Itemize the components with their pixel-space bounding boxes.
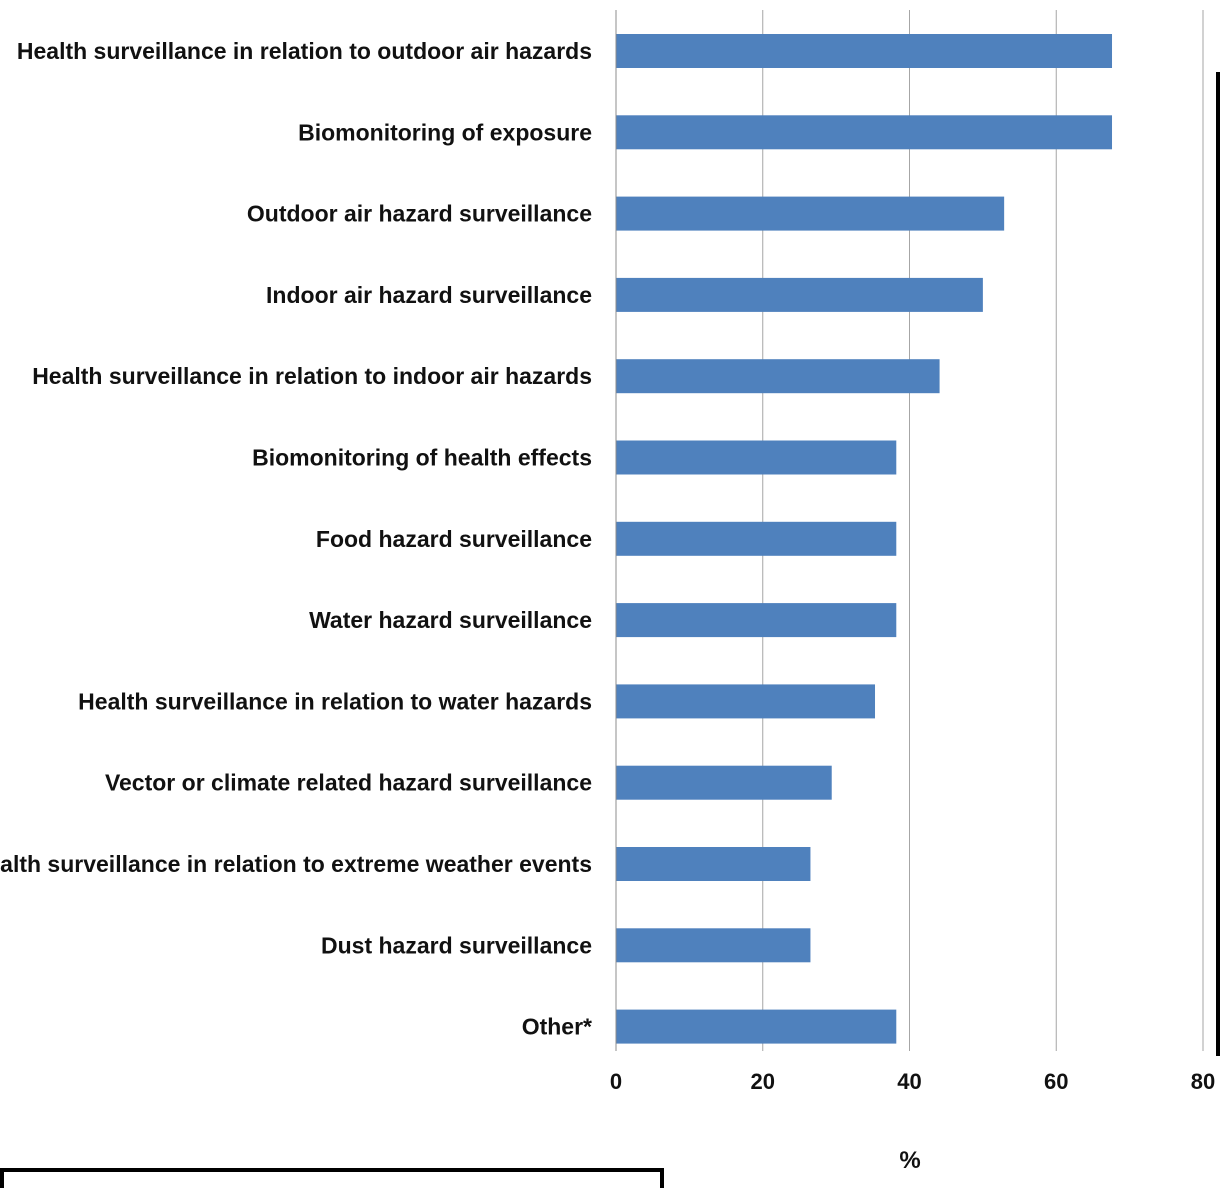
- category-label-13: Other*: [522, 1014, 592, 1040]
- x-tick-label-0: 0: [610, 1069, 622, 1094]
- bar-11: [616, 847, 811, 881]
- bar-7: [616, 521, 897, 556]
- category-label-12: Dust hazard surveillance: [321, 932, 592, 958]
- bar-12: [616, 928, 811, 963]
- bar-3: [616, 196, 1005, 231]
- bar-9: [616, 684, 876, 719]
- category-label-4: Indoor air hazard surveillance: [266, 282, 592, 308]
- category-label-9: Health surveillance in relation to water…: [78, 688, 592, 714]
- category-label-10: Vector or climate related hazard surveil…: [105, 770, 592, 796]
- x-axis-title: %: [899, 1147, 920, 1174]
- bar-8: [616, 603, 897, 638]
- decorative-border-line: [1216, 72, 1220, 1056]
- decorative-frame: [0, 1168, 664, 1188]
- x-tick-label-40: 40: [897, 1069, 921, 1094]
- category-label-7: Food hazard surveillance: [316, 526, 592, 552]
- category-label-8: Water hazard surveillance: [309, 607, 592, 633]
- category-label-3: Outdoor air hazard surveillance: [247, 201, 592, 227]
- category-label-1: Health surveillance in relation to outdo…: [17, 38, 592, 64]
- category-label-6: Biomonitoring of health effects: [252, 445, 592, 471]
- x-tick-label-20: 20: [751, 1069, 775, 1094]
- bars: [616, 34, 1113, 1044]
- x-tick-label-80: 80: [1191, 1069, 1215, 1094]
- category-label-2: Biomonitoring of exposure: [298, 119, 592, 145]
- category-label-5: Health surveillance in relation to indoo…: [32, 363, 592, 389]
- bar-10: [616, 765, 832, 800]
- bar-2: [616, 115, 1113, 150]
- x-tick-label-60: 60: [1044, 1069, 1068, 1094]
- x-tick-labels: 0 20 40 60 80: [610, 1069, 1215, 1094]
- bar-4: [616, 277, 983, 312]
- bar-13: [616, 1009, 897, 1044]
- bar-1: [616, 34, 1113, 68]
- category-labels: Health surveillance in relation to outdo…: [0, 38, 592, 1040]
- bar-6: [616, 440, 897, 475]
- category-label-11: Health surveillance in relation to extre…: [0, 851, 592, 877]
- bar-5: [616, 359, 940, 394]
